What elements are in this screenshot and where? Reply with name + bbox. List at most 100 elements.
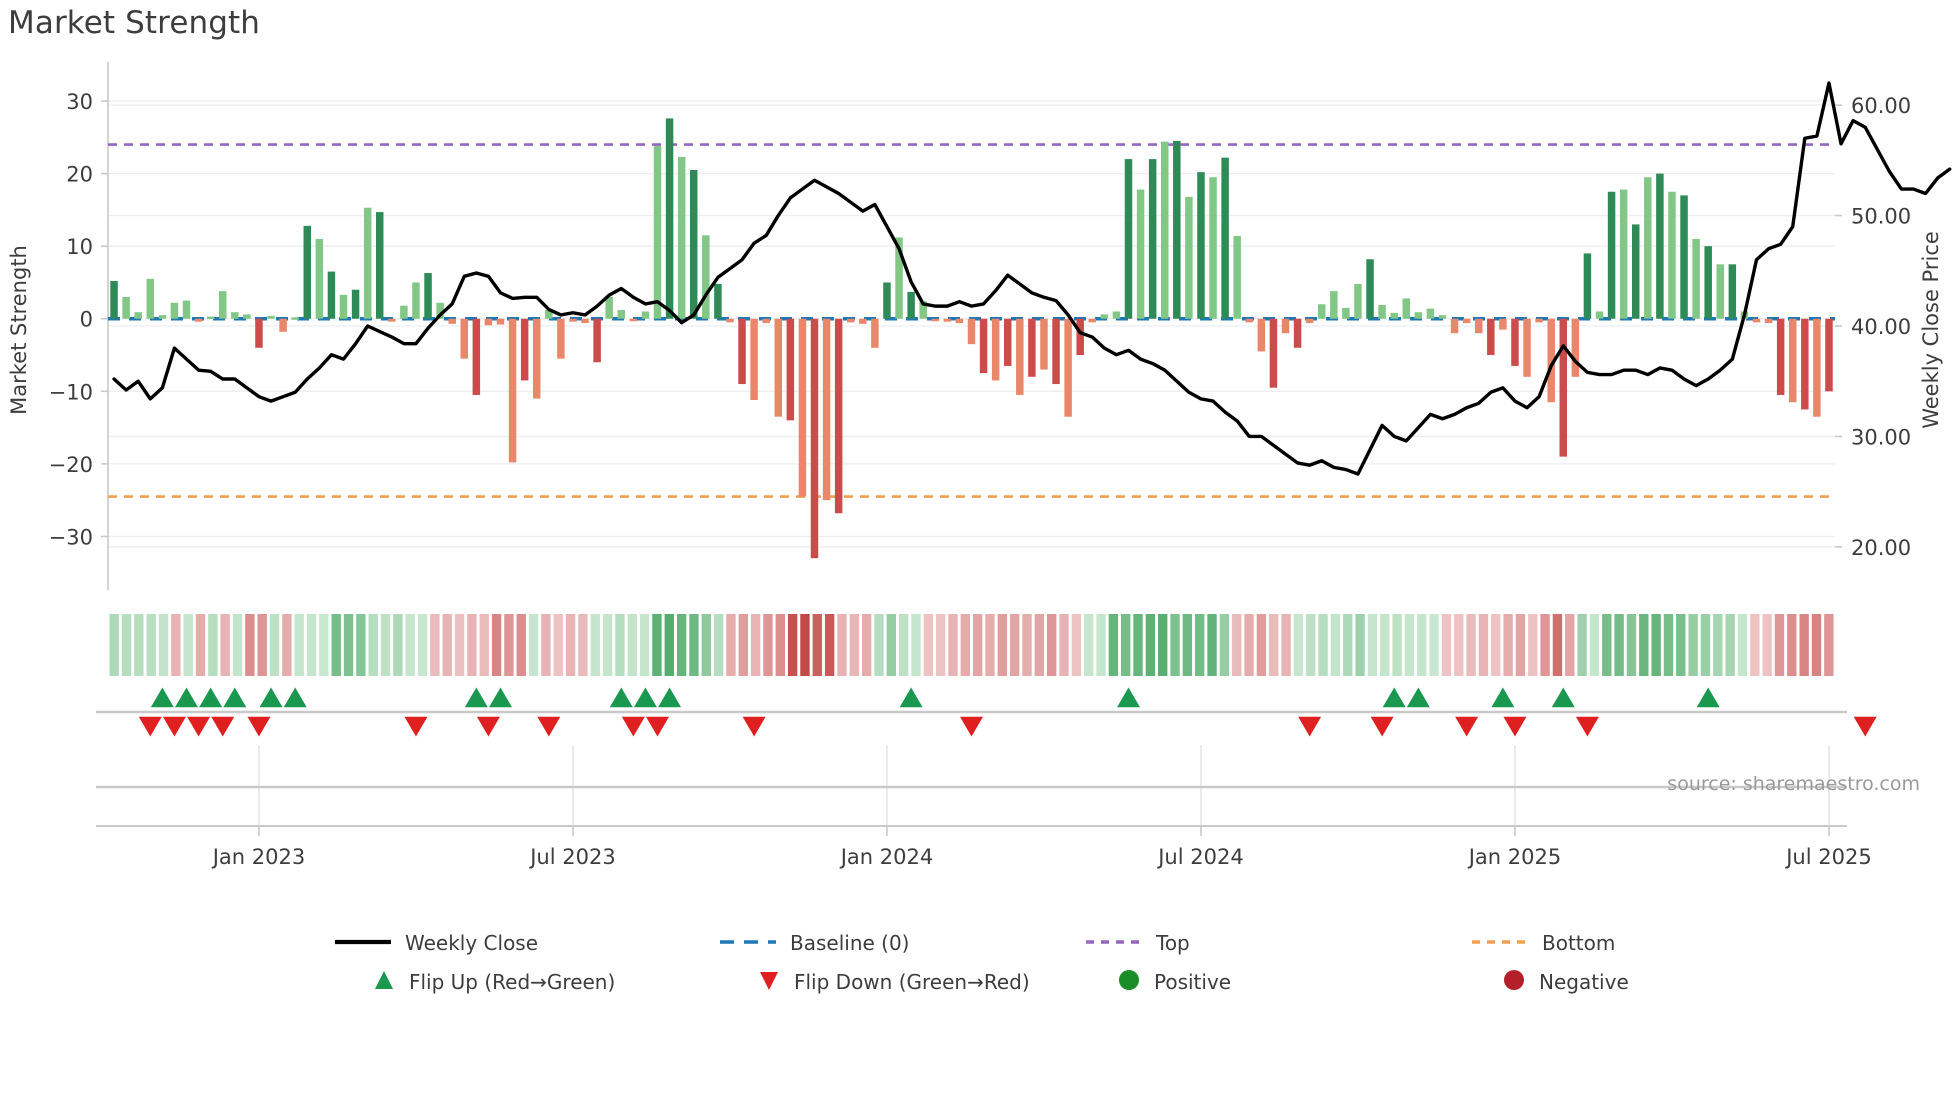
heatmap-cell: [565, 614, 576, 676]
heatmap-cell: [763, 614, 773, 676]
heatmap-cell: [220, 614, 230, 676]
flip-up-marker: [1551, 687, 1575, 708]
strength-bar: [859, 318, 867, 324]
heatmap-cell: [121, 614, 132, 676]
legend-label[interactable]: Flip Down (Green→Red): [794, 970, 1030, 994]
heatmap-cell: [195, 614, 206, 676]
heatmap-cell: [282, 614, 292, 676]
heatmap-cell: [232, 614, 243, 676]
x-tick-label: Jan 2023: [211, 845, 306, 869]
heatmap-cell: [516, 614, 526, 676]
strength-bar: [231, 312, 239, 319]
strength-bar: [557, 318, 565, 359]
strength-bar: [883, 282, 891, 319]
strength-bar: [689, 169, 698, 319]
strength-bar: [750, 318, 758, 401]
strength-bar: [1511, 318, 1519, 366]
heatmap-cell: [676, 614, 687, 676]
heatmap-cell: [1565, 614, 1575, 676]
y-tick-label: 0: [80, 308, 93, 332]
heatmap-cell: [442, 614, 452, 676]
heatmap-cell: [1133, 614, 1143, 676]
strength-bar: [1535, 318, 1543, 323]
legend-triangle-up-icon: [375, 971, 393, 989]
flip-up-marker: [489, 687, 512, 708]
heatmap-cell: [1762, 614, 1772, 676]
heatmap-cell: [837, 614, 847, 676]
strength-bar: [388, 318, 396, 322]
heatmap-cell: [775, 614, 785, 676]
strength-bar: [545, 310, 553, 319]
strength-bar: [1052, 318, 1060, 385]
strength-bar: [979, 318, 988, 374]
heatmap-cell: [1071, 614, 1082, 676]
legend-label[interactable]: Weekly Close: [405, 931, 538, 955]
flip-down-marker: [138, 716, 162, 737]
strength-bar: [1390, 312, 1398, 319]
flip-down-marker: [211, 716, 235, 737]
strength-bar: [581, 318, 589, 324]
strength-bar: [641, 311, 650, 319]
strength-bar: [665, 118, 674, 319]
heatmap-cell: [713, 614, 724, 676]
strength-bar: [1305, 318, 1314, 324]
strength-bar: [1583, 253, 1592, 319]
heatmap-cell: [454, 614, 465, 676]
heatmap-cell: [898, 614, 909, 676]
heatmap-cell: [1750, 614, 1760, 676]
strength-bar: [1028, 318, 1036, 377]
heatmap-cell: [541, 614, 551, 676]
heatmap-cell: [331, 614, 341, 676]
heatmap-cell: [1503, 614, 1513, 676]
heatmap-cell: [269, 614, 280, 676]
flip-up-marker: [199, 687, 223, 708]
strength-bar: [1728, 264, 1737, 319]
legend-label[interactable]: Positive: [1154, 970, 1231, 994]
heatmap-cell: [171, 614, 181, 676]
strength-bar: [846, 318, 855, 323]
heatmap-cell: [1799, 614, 1809, 676]
heatmap-cell: [183, 614, 193, 676]
strength-bar: [1752, 318, 1761, 323]
heatmap-cell: [245, 614, 255, 676]
legend-label[interactable]: Baseline (0): [790, 931, 909, 955]
heatmap-cell: [1355, 614, 1365, 676]
heatmap-cell: [615, 614, 625, 676]
flip-down-marker: [537, 716, 561, 737]
heatmap-strip: [109, 614, 1834, 676]
strength-bar: [255, 318, 263, 348]
flip-up-marker: [150, 687, 174, 708]
heatmap-cell: [294, 614, 304, 676]
flip-marker-row: [96, 687, 1877, 737]
strength-bar: [1426, 308, 1435, 319]
heatmap-cell: [960, 614, 971, 676]
strength-bar: [1330, 291, 1338, 319]
strength-bar: [1245, 318, 1254, 323]
legend-label[interactable]: Negative: [1539, 970, 1629, 994]
legend-label[interactable]: Flip Up (Red→Green): [409, 970, 615, 994]
flip-up-marker: [223, 687, 247, 708]
heatmap-cell: [1454, 614, 1464, 676]
heatmap-cell: [1281, 614, 1291, 676]
strength-bar: [182, 300, 191, 319]
x-tick-label: Jul 2024: [1156, 845, 1243, 869]
strength-bar: [1450, 318, 1459, 334]
strength-bar: [955, 318, 964, 324]
legend-label[interactable]: Top: [1155, 931, 1190, 955]
strength-bar: [460, 318, 469, 359]
strength-bar: [907, 291, 915, 319]
heatmap-cell: [1108, 614, 1119, 676]
heatmap-cell: [1330, 614, 1341, 676]
strength-bar: [146, 278, 155, 319]
strength-bar: [653, 146, 662, 319]
heatmap-cell: [923, 614, 934, 676]
heatmap-cell: [430, 614, 440, 676]
strength-bar: [194, 318, 203, 322]
legend-label[interactable]: Bottom: [1542, 931, 1615, 955]
heatmap-cell: [405, 614, 415, 676]
heatmap-cell: [134, 614, 144, 676]
heatmap-cell: [1380, 614, 1390, 676]
y-tick-label: −10: [49, 380, 93, 404]
